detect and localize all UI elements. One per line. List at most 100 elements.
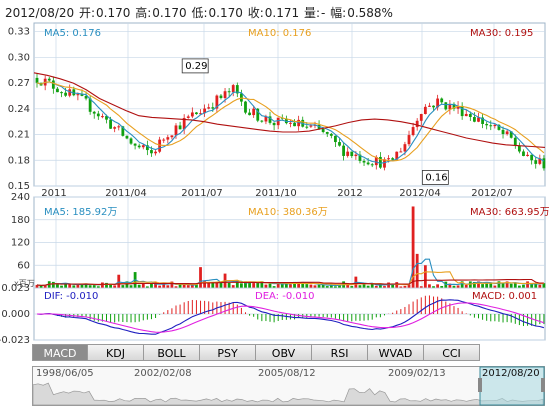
volume-bar <box>121 285 125 288</box>
candle-body <box>391 158 395 160</box>
volume-bar <box>43 284 47 288</box>
tab-wvad[interactable]: WVAD <box>368 344 424 361</box>
volume-bar <box>346 283 350 288</box>
y-tick-label: 0.18 <box>8 155 30 166</box>
annotation-box <box>181 58 209 74</box>
candle-body <box>370 164 374 166</box>
candle-body <box>387 158 390 160</box>
volume-bar <box>92 285 96 288</box>
close-label: 收: <box>247 6 264 20</box>
volume-bar <box>207 283 211 288</box>
low-value: 0.170 <box>208 6 243 20</box>
y-tick-label: 0.24 <box>8 104 30 115</box>
tab-kdj[interactable]: KDJ <box>88 344 144 361</box>
volume-bar <box>145 286 149 288</box>
ma10-line <box>36 81 545 162</box>
x-tick-label: 2011/07 <box>181 188 223 199</box>
volume-bar <box>162 282 166 288</box>
volume-bar <box>289 284 292 288</box>
volume-bar <box>35 284 39 288</box>
candle-body <box>150 150 153 154</box>
volume-bar <box>481 284 484 288</box>
candle-body <box>96 113 100 117</box>
volume-unit-label: x百万 <box>14 279 35 288</box>
x-tick-label: 2012 <box>337 188 362 199</box>
navigator-handle-right[interactable] <box>541 378 545 392</box>
volume-bar <box>509 283 513 288</box>
x-tick-label: 2012/07 <box>471 188 513 199</box>
candle-body <box>154 151 157 154</box>
navigator-handle-left[interactable] <box>478 378 482 392</box>
candle-body <box>534 160 538 164</box>
tab-rsi[interactable]: RSI <box>312 344 368 361</box>
volume-bar <box>51 281 55 288</box>
candle-body <box>141 145 145 148</box>
annotation-box <box>421 170 449 185</box>
volume-bar <box>101 282 104 288</box>
volume-ma30-line <box>36 278 544 286</box>
volume-bar <box>395 282 399 288</box>
candle-body <box>276 117 280 126</box>
candle-body <box>190 112 194 117</box>
candle-body <box>231 85 235 93</box>
legend-label: MA30: 663.95万 <box>470 207 549 218</box>
volume-bar <box>456 285 460 288</box>
volume-bar <box>464 284 468 288</box>
y-tick-label: 0.27 <box>8 78 30 89</box>
candle-body <box>240 93 243 102</box>
candle-body <box>517 145 521 152</box>
volume-bar <box>391 284 395 288</box>
volume-bar <box>301 281 305 288</box>
tab-boll[interactable]: BOLL <box>144 344 200 361</box>
volume-bar <box>182 284 186 288</box>
volume-bar <box>268 283 272 288</box>
candle-body <box>195 112 198 115</box>
candle-body <box>358 154 362 161</box>
volume-bar <box>411 206 415 288</box>
candle-body <box>113 127 117 129</box>
candle-body <box>505 131 509 134</box>
volume-bar <box>235 281 239 288</box>
dea-line <box>36 302 545 333</box>
legend-label: MA5: 0.176 <box>44 28 101 39</box>
volume-bar <box>350 286 354 288</box>
volume-bar <box>477 281 480 288</box>
candle-body <box>47 78 51 81</box>
volume-bar <box>72 285 76 288</box>
volume-bar <box>215 282 219 288</box>
tab-cci[interactable]: CCI <box>424 344 480 361</box>
volume-bar <box>423 265 427 288</box>
volume-bar <box>264 284 268 288</box>
candle-body <box>72 89 76 96</box>
volume-bar <box>80 284 84 288</box>
volume-bar <box>448 283 452 288</box>
volume-bar <box>158 285 162 288</box>
volume-bar <box>522 284 525 288</box>
volume-bar <box>199 267 202 288</box>
volume-bar <box>513 283 517 288</box>
range-navigator[interactable]: 1998/06/05 2002/02/08 2005/08/12 2009/02… <box>32 366 545 406</box>
candle-body <box>346 151 350 156</box>
volume-bar <box>399 286 403 288</box>
tab-obv[interactable]: OBV <box>256 344 312 361</box>
navigator-range-label: 2012/08/20 <box>482 368 540 379</box>
volume-bar <box>485 282 489 288</box>
low-label: 低: <box>191 6 208 20</box>
open-label: 开: <box>79 6 96 20</box>
tab-psy[interactable]: PSY <box>200 344 256 361</box>
candle-body <box>145 145 149 151</box>
volume-bar <box>231 285 235 288</box>
candle-body <box>464 113 468 117</box>
volume-bar <box>436 284 440 288</box>
volume-bar <box>284 282 288 288</box>
volume-bar <box>383 286 386 288</box>
candle-body <box>117 126 121 128</box>
volume-bar <box>60 285 63 288</box>
tab-macd[interactable]: MACD <box>32 344 88 361</box>
y-tick-label: -0.023 <box>0 335 30 346</box>
volume-bar <box>113 285 117 288</box>
candle-body <box>105 116 108 120</box>
volume-bar <box>358 285 362 288</box>
volume-bar <box>174 286 178 288</box>
